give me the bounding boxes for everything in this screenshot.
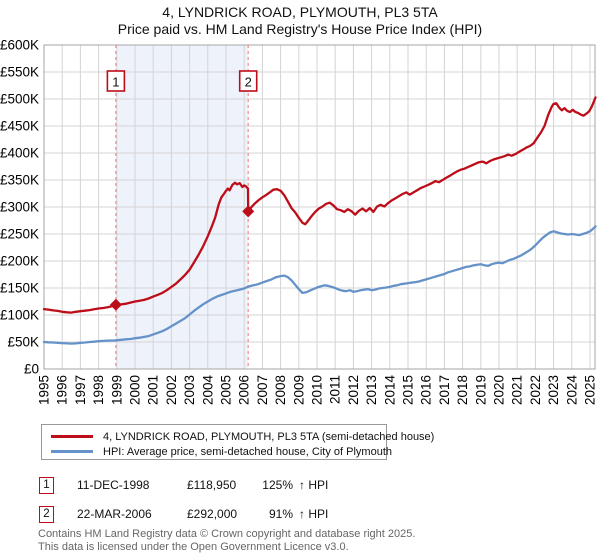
x-axis-tick-label: 1995 bbox=[37, 375, 52, 405]
hpi-line bbox=[42, 225, 597, 345]
license-footer-line1: Contains HM Land Registry data © Crown c… bbox=[38, 528, 416, 540]
y-axis-tick-label: £350K bbox=[0, 173, 39, 188]
x-axis-tick-label: 2017 bbox=[437, 375, 452, 405]
x-axis-tick-label: 2019 bbox=[473, 375, 488, 405]
sale-marker-box bbox=[238, 70, 258, 92]
y-axis-tick-label: £600K bbox=[0, 38, 39, 53]
x-axis-tick-label: 2011 bbox=[328, 375, 343, 404]
legend-label-hpi: HPI: Average price, semi-detached house,… bbox=[103, 445, 392, 458]
sale-marker-number: 2 bbox=[245, 75, 252, 90]
sale-1-price: £118,950 bbox=[187, 478, 237, 492]
y-axis-tick-label: £0 bbox=[24, 362, 39, 377]
sale-2-hpi-suffix: ↑ HPI bbox=[299, 507, 329, 521]
y-axis-tick-label: £50K bbox=[7, 335, 39, 350]
y-axis-tick-label: £200K bbox=[0, 254, 39, 269]
sale-annotation-row: 1 11-DEC-1998 £118,950 125% ↑ HPI bbox=[0, 477, 600, 497]
x-axis-tick-label: 1998 bbox=[91, 375, 106, 405]
y-axis-tick-label: £450K bbox=[0, 119, 39, 134]
sale-marker-diamond bbox=[242, 205, 255, 218]
x-axis-tick-label: 2004 bbox=[200, 375, 215, 406]
sale-2-number-badge: 2 bbox=[39, 506, 54, 523]
hpi-line-swatch bbox=[51, 450, 93, 453]
x-axis-tick-label: 1996 bbox=[55, 375, 70, 405]
sale-2-date: 22-MAR-2006 bbox=[77, 507, 152, 521]
x-axis-tick-label: 2009 bbox=[291, 375, 306, 405]
x-axis-tick-label: 2001 bbox=[146, 375, 161, 405]
x-axis-tick-label: 2000 bbox=[128, 375, 143, 405]
x-axis-tick-label: 2010 bbox=[310, 375, 325, 405]
sale-marker-box bbox=[106, 70, 126, 92]
sale-1-number-badge: 1 bbox=[39, 477, 54, 494]
legend-label-price-paid: 4, LYNDRICK ROAD, PLYMOUTH, PL3 5TA (sem… bbox=[103, 430, 435, 443]
x-axis-tick-label: 2007 bbox=[255, 375, 270, 405]
sale-marker-number: 1 bbox=[112, 75, 119, 90]
x-axis-tick-label: 2021 bbox=[510, 375, 525, 405]
x-axis-tick-label: 2023 bbox=[546, 375, 561, 405]
y-axis-tick-label: £100K bbox=[0, 308, 39, 323]
sale-annotation-row: 2 22-MAR-2006 £292,000 91% ↑ HPI bbox=[0, 506, 600, 526]
x-axis-tick-label: 2024 bbox=[564, 375, 579, 406]
x-axis-tick-label: 2005 bbox=[219, 375, 234, 405]
x-axis-tick-label: 2020 bbox=[492, 375, 507, 405]
sale-marker-diamond bbox=[109, 298, 122, 311]
price-line-swatch bbox=[51, 435, 93, 438]
x-axis-tick-label: 2002 bbox=[164, 375, 179, 405]
y-axis-tick-label: £300K bbox=[0, 200, 39, 215]
price-paid-line bbox=[42, 96, 597, 314]
x-axis-tick-label: 2022 bbox=[528, 375, 543, 405]
sale-1-hpi-percent: 125% bbox=[262, 478, 293, 492]
x-axis-tick-label: 1999 bbox=[109, 375, 124, 405]
y-axis-tick-label: £500K bbox=[0, 92, 39, 107]
legend-item-price-paid: 4, LYNDRICK ROAD, PLYMOUTH, PL3 5TA (sem… bbox=[51, 429, 434, 444]
x-axis-tick-label: 2006 bbox=[237, 375, 252, 405]
sale-1-date: 11-DEC-1998 bbox=[77, 478, 150, 492]
y-axis-tick-label: £150K bbox=[0, 281, 39, 296]
x-axis-tick-label: 2012 bbox=[346, 375, 361, 405]
sale-2-hpi-percent: 91% bbox=[268, 507, 293, 521]
y-axis-tick-label: £550K bbox=[0, 65, 39, 80]
price-chart-plot: 1 2 £0 £50K £100K £150K £200K £250K £300K £350K £4… bbox=[0, 38, 598, 406]
x-axis-tick-label: 2003 bbox=[182, 375, 197, 405]
x-axis-tick-label: 2015 bbox=[401, 375, 416, 405]
license-footer-line2: This data is licensed under the Open Gov… bbox=[38, 540, 349, 553]
x-axis-tick-label: 2016 bbox=[419, 375, 434, 405]
x-axis-tick-label: 2014 bbox=[382, 375, 397, 406]
sale-1-hpi-suffix: ↑ HPI bbox=[299, 478, 329, 492]
x-axis-tick-label: 2025 bbox=[583, 375, 598, 405]
page-subtitle: Price paid vs. HM Land Registry's House … bbox=[117, 21, 483, 37]
license-footer: Contains HM Land Registry data © Crown c… bbox=[38, 528, 415, 554]
x-axis-tick-label: 1997 bbox=[73, 375, 88, 405]
chart-legend: 4, LYNDRICK ROAD, PLYMOUTH, PL3 5TA (sem… bbox=[41, 424, 434, 460]
sale-2-price: £292,000 bbox=[187, 507, 238, 521]
y-axis-tick-label: £400K bbox=[0, 146, 39, 161]
x-axis-tick-label: 2008 bbox=[273, 375, 288, 405]
legend-item-hpi: HPI: Average price, semi-detached house,… bbox=[51, 444, 392, 459]
x-axis-tick-label: 2018 bbox=[455, 375, 470, 405]
plot-border bbox=[43, 44, 596, 370]
y-axis-tick-label: £250K bbox=[0, 227, 39, 242]
page-title: 4, LYNDRICK ROAD, PLYMOUTH, PL3 5TA bbox=[162, 4, 438, 20]
x-axis-tick-label: 2013 bbox=[364, 375, 379, 405]
